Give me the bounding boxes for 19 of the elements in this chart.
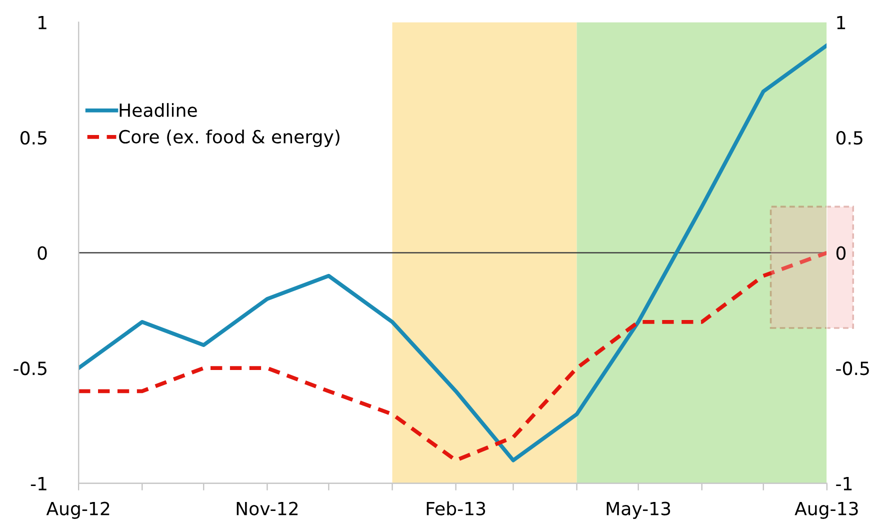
y2-tick-label: 0.5	[836, 130, 862, 145]
legend-label: Headline	[120, 103, 197, 118]
x-tick-label: Aug-12	[46, 502, 110, 519]
y2-tick-label: -0.5	[836, 362, 869, 376]
y2-tick-label: -1	[836, 477, 852, 490]
y-tick-label: 0	[38, 246, 47, 260]
y2-tick-label: 0	[836, 246, 846, 260]
legend-label: Core (ex. food & energy)	[119, 130, 340, 148]
line-series	[78, 250, 827, 462]
line-series	[78, 43, 827, 462]
y-tick-label: 0.5	[20, 130, 46, 145]
y-tick-label: -1	[30, 477, 46, 490]
y2-tick-label: 1	[837, 16, 846, 30]
x-tick-label: May-13	[606, 502, 670, 519]
y-tick-label: -0.5	[14, 362, 46, 376]
x-tick-label: Nov-12	[236, 502, 298, 516]
y-tick-label: 1	[38, 16, 46, 30]
x-tick-label: Feb-13	[426, 501, 486, 516]
x-tick-label: Aug-13	[794, 502, 858, 519]
